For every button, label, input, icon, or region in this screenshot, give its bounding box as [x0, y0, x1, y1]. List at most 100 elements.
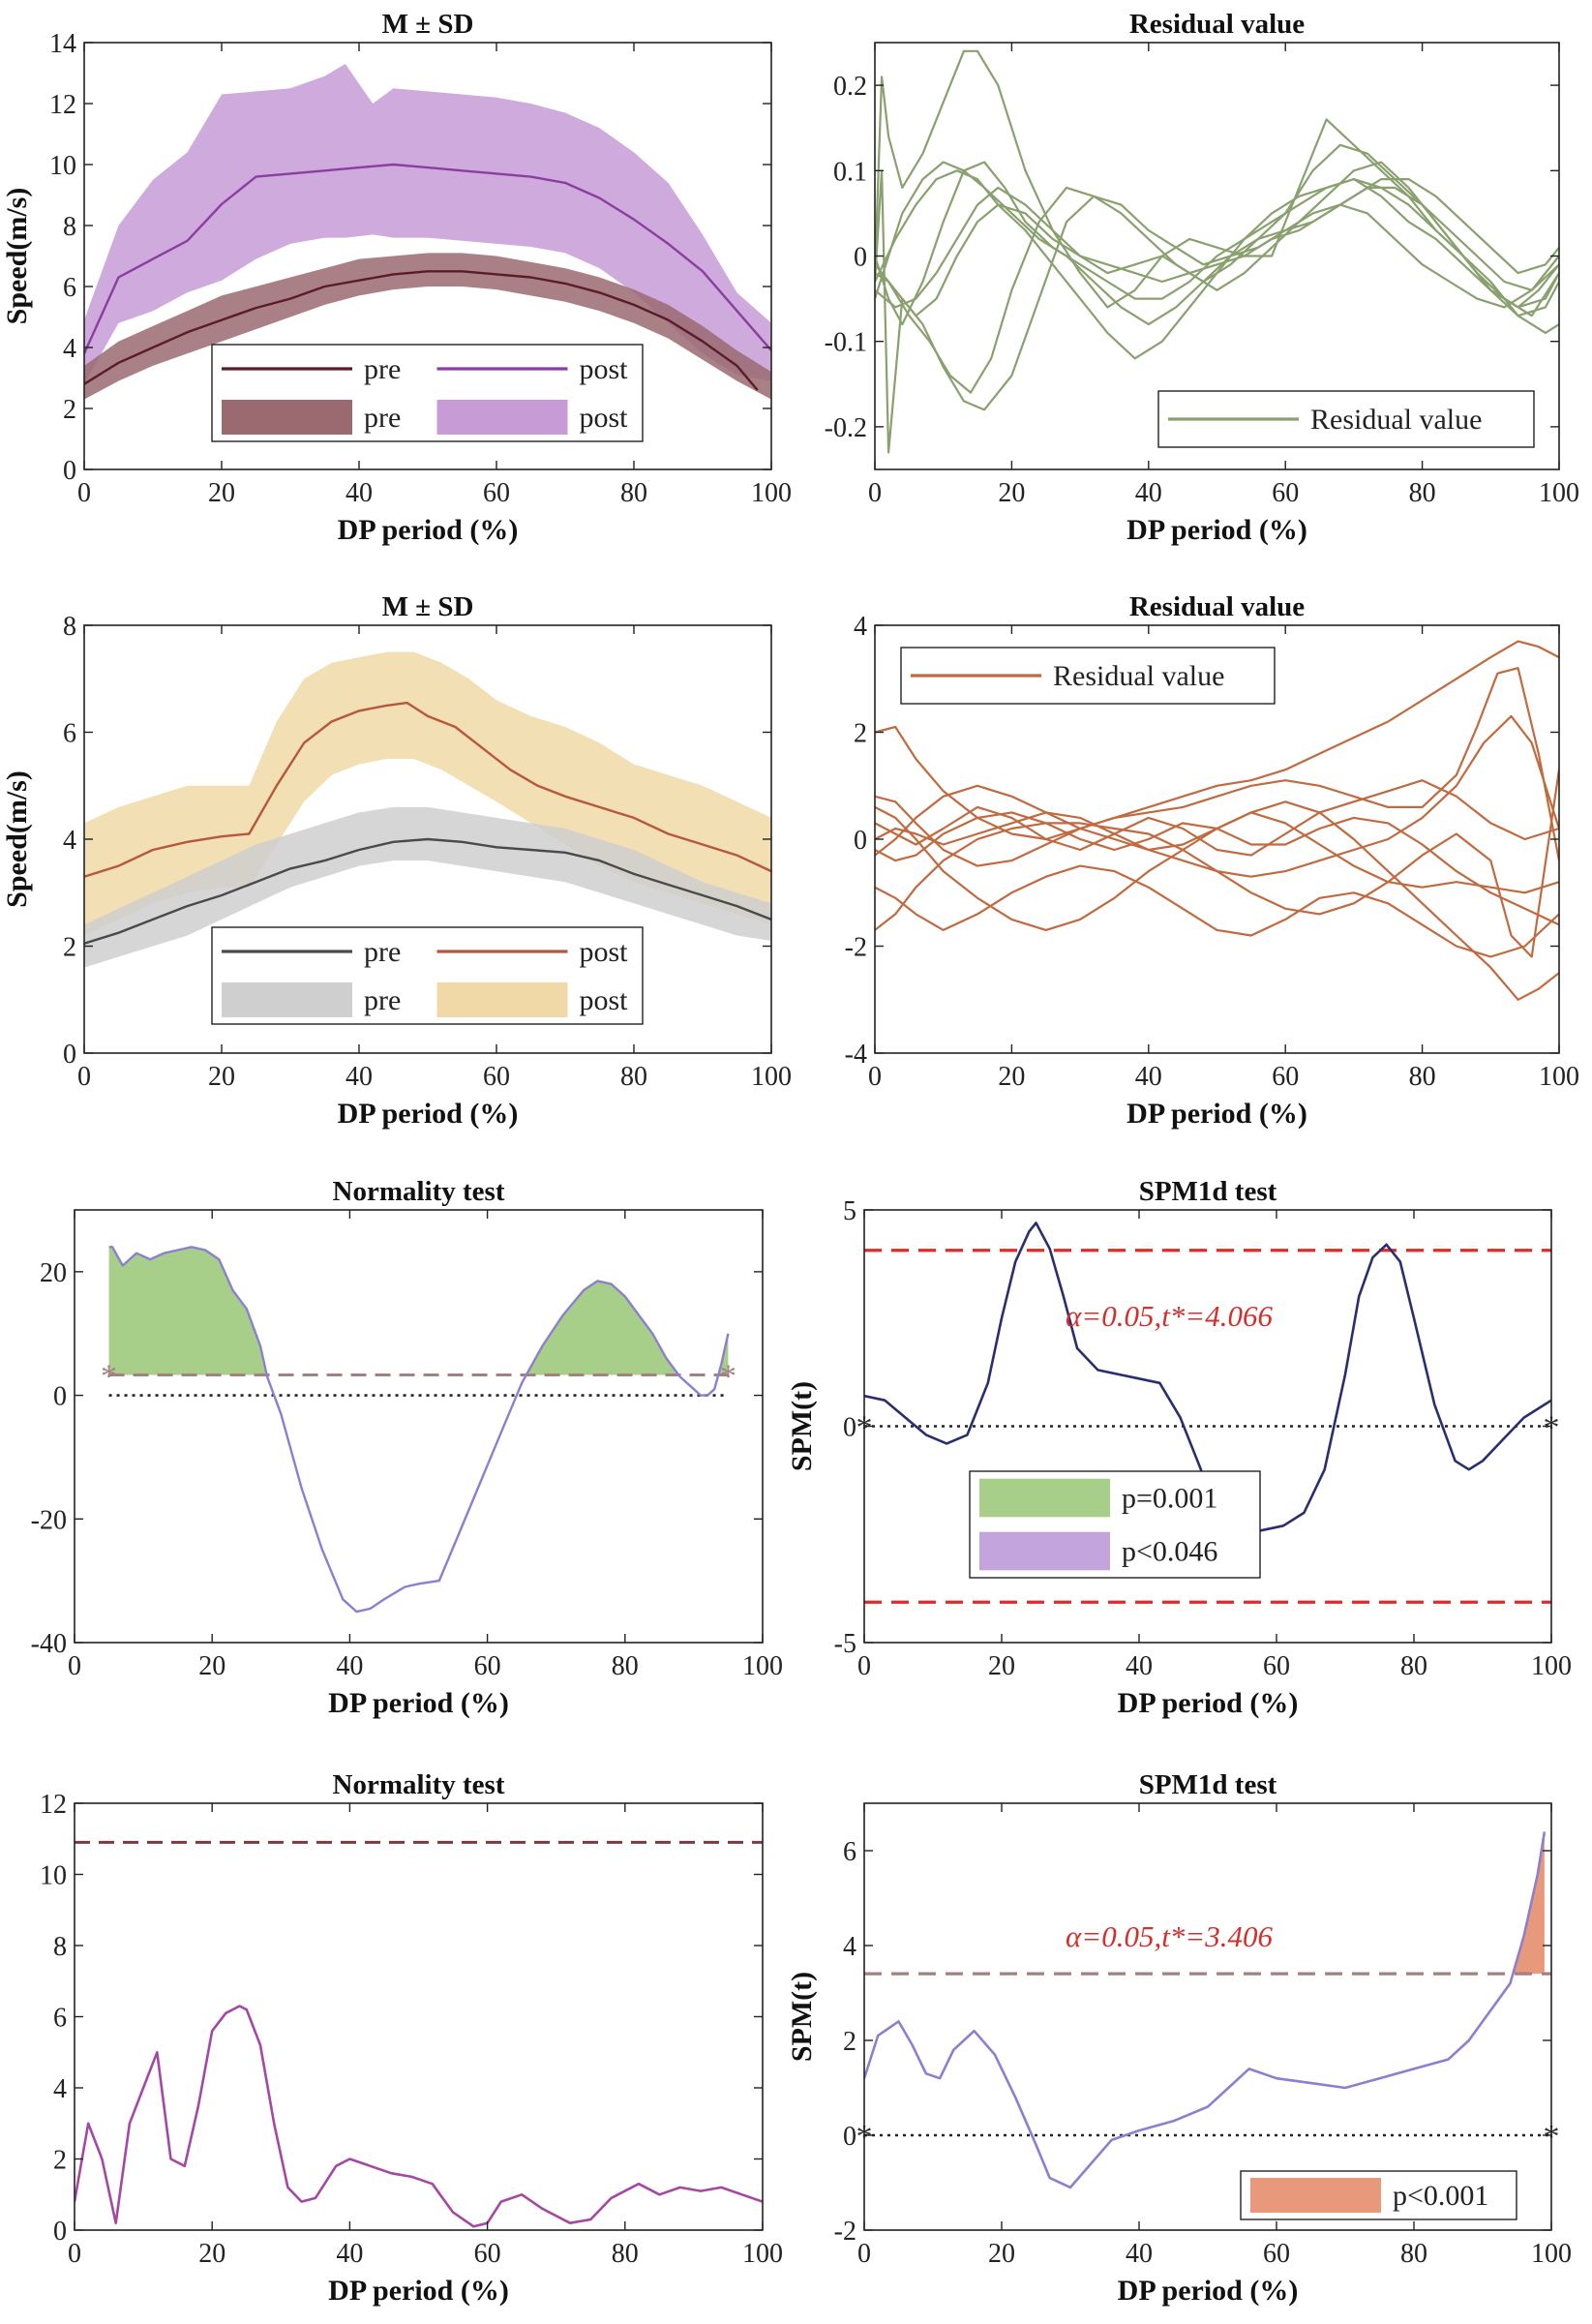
x-tick-label: 40	[1126, 1651, 1153, 1681]
x-tick-label: 40	[345, 1062, 373, 1092]
x-tick-label: 40	[1135, 478, 1162, 508]
x-tick-label: 80	[1400, 1651, 1427, 1681]
x-tick-label: 40	[336, 1651, 363, 1681]
plot-area	[84, 64, 771, 400]
y-tick-label: 4	[63, 826, 76, 856]
x-tick-label: 0	[68, 1651, 81, 1681]
legend-label: post	[580, 984, 629, 1016]
x-tick-label: 40	[1135, 1062, 1162, 1092]
x-axis-label: DP period (%)	[338, 514, 519, 546]
series-line-r5	[875, 161, 1559, 326]
series-line-r7	[875, 811, 1559, 894]
legend-patch-swatch	[1250, 2178, 1381, 2213]
y-tick-label: 0	[843, 2122, 856, 2152]
chart-p1: 0 20 40 60 80 100 0 2 4 6 8 10 12 14 M ± SD DP period (…	[1, 9, 792, 546]
band-pre	[84, 806, 771, 968]
x-tick-label: 20	[988, 2239, 1015, 2269]
y-tick-label: 2	[854, 719, 867, 749]
x-tick-label: 20	[988, 1651, 1015, 1681]
legend-label: post	[580, 402, 629, 434]
chart-title: M ± SD	[382, 9, 474, 40]
x-axis-label: DP period (%)	[1118, 1687, 1299, 1719]
y-tick-label: 0	[53, 1382, 67, 1412]
series-line-spm	[864, 1831, 1547, 2189]
chart-p3: 0 20 40 60 80 100 0 2 4 6 8 M ± SD DP period (%) Spee…	[1, 591, 792, 1130]
legend-label: pre	[364, 984, 401, 1016]
band-post	[84, 64, 771, 384]
x-tick-label: 80	[612, 2239, 639, 2269]
x-tick-label: 60	[1263, 1651, 1290, 1681]
x-tick-label: 20	[208, 1062, 235, 1092]
y-tick-label: 10	[49, 151, 76, 181]
axes-frame	[83, 42, 772, 470]
x-tick-label: 40	[1126, 2239, 1153, 2269]
x-tick-label: 40	[345, 478, 373, 508]
series-line-post	[84, 163, 771, 354]
x-tick-label: 0	[868, 1062, 882, 1092]
chart-p4: 0 20 40 60 80 100 -4 -2 0 2 4 Residual value DP peri…	[845, 591, 1579, 1130]
legend: Residual value	[900, 647, 1276, 705]
series-line-r8	[875, 811, 1559, 926]
legend-patch-swatch	[979, 1531, 1110, 1571]
series-line-r5	[875, 800, 1559, 1001]
chart-p7: 0 20 40 60 80 100 0 2 4 6 8 10 12 Normality test DP pe…	[40, 1769, 783, 2307]
x-axis-label: DP period (%)	[328, 2275, 509, 2307]
series-line-r4	[875, 770, 1559, 958]
series-line-pre	[84, 270, 759, 391]
x-tick-label: 0	[68, 2239, 81, 2269]
series-line-normality	[108, 1246, 730, 1614]
y-tick-label: 0.2	[833, 72, 867, 102]
x-tick-label: 20	[998, 1062, 1025, 1092]
legend-label: pre	[364, 402, 401, 434]
y-tick-label: -40	[31, 1629, 67, 1659]
supra-threshold-fill	[1513, 1831, 1545, 1975]
chart-title: SPM1d test	[1139, 1769, 1277, 1800]
series-line-post	[84, 701, 771, 878]
series-line-r6	[875, 864, 1559, 958]
x-tick-label: 100	[742, 1651, 783, 1681]
series-line-pre	[84, 837, 771, 945]
legend-patch-swatch	[222, 982, 352, 1017]
x-tick-label: 100	[742, 2239, 783, 2269]
legend-label: p<0.001	[1393, 2180, 1488, 2212]
series-line-r4	[875, 161, 1559, 326]
y-tick-label: 0	[854, 243, 867, 273]
legend-label: pre	[364, 936, 401, 968]
series-line-r8	[875, 178, 1559, 317]
y-tick-label: 6	[63, 719, 76, 749]
chart-title: Normality test	[333, 1176, 505, 1207]
y-tick-label: 14	[49, 29, 76, 59]
x-axis-label: DP period (%)	[1118, 2275, 1299, 2307]
y-tick-label: 8	[63, 612, 76, 642]
x-tick-label: 60	[483, 478, 510, 508]
band-pre	[84, 253, 771, 400]
chart-title: Residual value	[1129, 9, 1305, 40]
legend-label: p<0.046	[1122, 1536, 1217, 1568]
legend-label: pre	[364, 353, 401, 385]
y-tick-label: 20	[40, 1258, 67, 1288]
y-tick-label: 0	[843, 1413, 856, 1443]
x-tick-label: 100	[1539, 478, 1579, 508]
y-tick-label: -2	[834, 2217, 856, 2247]
x-axis-label: DP period (%)	[338, 1098, 519, 1130]
y-tick-label: 8	[63, 212, 76, 242]
y-tick-label: 0	[63, 1040, 76, 1070]
y-tick-label: 2	[63, 395, 76, 425]
y-axis-label: SPM(t)	[786, 1381, 818, 1471]
x-tick-label: 40	[336, 2239, 363, 2269]
legend-label: p=0.001	[1122, 1483, 1217, 1515]
plot-area	[84, 651, 771, 968]
y-tick-label: 0	[63, 456, 76, 486]
threshold-star-marker: *	[101, 1358, 117, 1394]
x-tick-label: 80	[1409, 1062, 1436, 1092]
plot-area	[108, 1246, 730, 1614]
x-axis-label: DP period (%)	[1126, 514, 1307, 546]
y-tick-label: 2	[53, 2146, 67, 2176]
y-tick-label: 8	[53, 1932, 67, 1962]
x-tick-label: 60	[1272, 1062, 1299, 1092]
legend-label: post	[580, 936, 629, 968]
x-axis-label: DP period (%)	[1126, 1098, 1307, 1130]
y-tick-label: -0.2	[825, 413, 867, 443]
